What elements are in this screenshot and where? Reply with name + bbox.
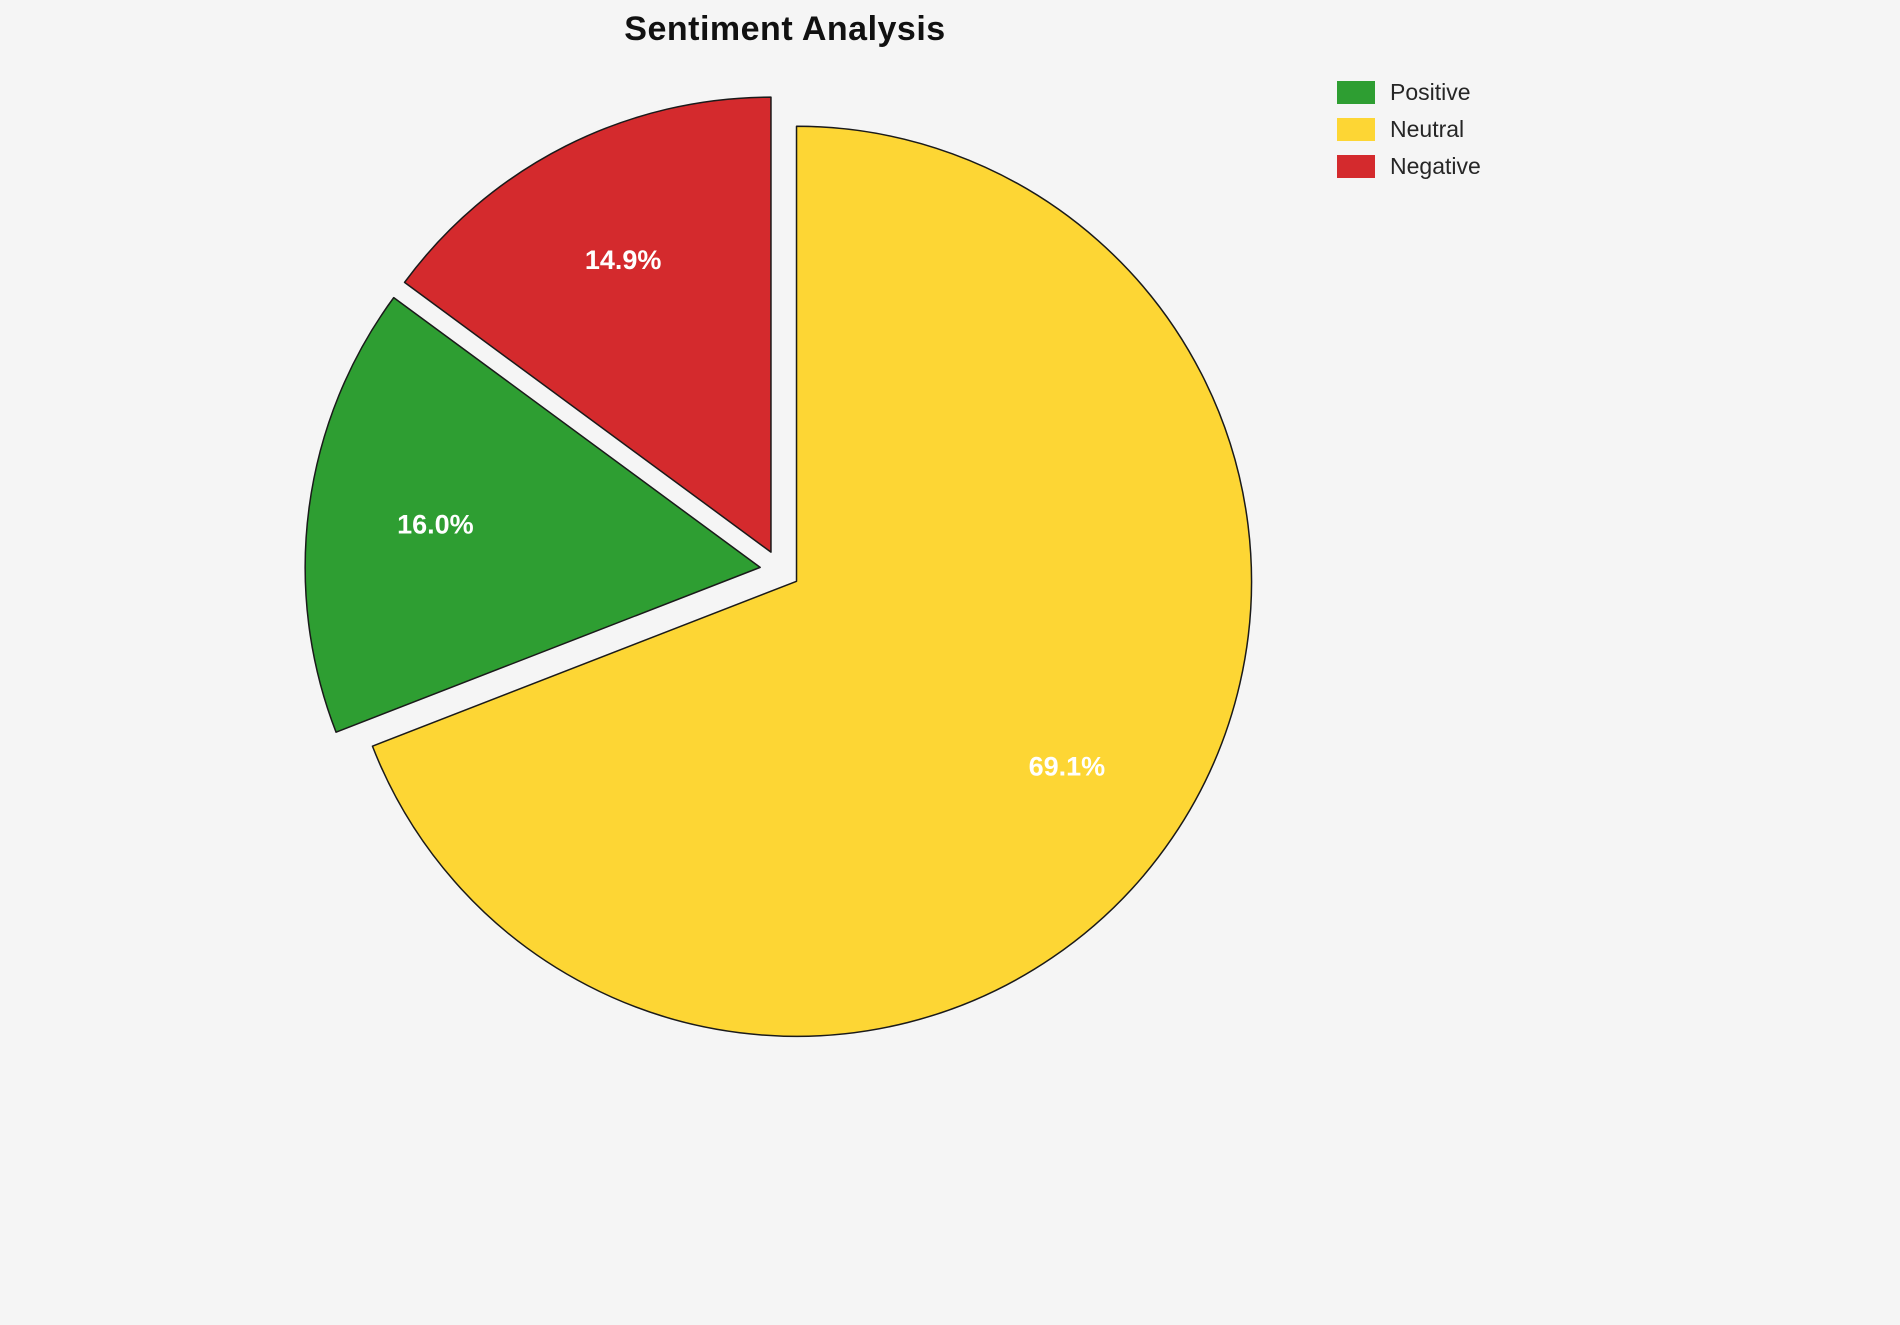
- pie-slice-negative: [403, 96, 772, 553]
- slice-percent-label-neutral: 69.1%: [1029, 751, 1106, 781]
- legend-label-neutral: Neutral: [1390, 116, 1465, 142]
- legend-label-positive: Positive: [1390, 79, 1471, 105]
- legend-item-positive: Positive: [1337, 81, 1481, 104]
- legend-swatch-negative: [1337, 155, 1375, 178]
- legend-label-negative: Negative: [1390, 153, 1481, 179]
- pie-slice-positive: [304, 296, 761, 733]
- legend-item-neutral: Neutral: [1337, 118, 1481, 141]
- chart-title: Sentiment Analysis: [624, 10, 946, 48]
- legend-item-negative: Negative: [1337, 155, 1481, 178]
- pie-slice-neutral: [371, 125, 1253, 1038]
- slice-percent-label-positive: 16.0%: [397, 509, 474, 539]
- legend-swatch-neutral: [1337, 118, 1375, 141]
- slice-percent-label-negative: 14.9%: [585, 245, 662, 275]
- legend: Positive Neutral Negative: [1337, 81, 1481, 178]
- legend-swatch-positive: [1337, 81, 1375, 104]
